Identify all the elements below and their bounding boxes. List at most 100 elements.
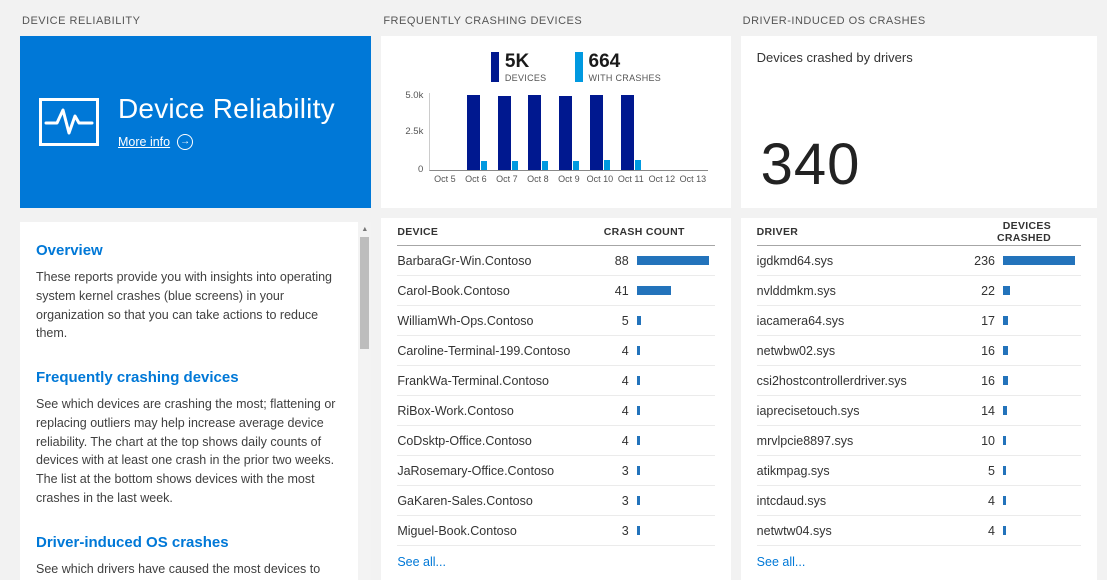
row-label: RiBox-Work.Contoso <box>397 403 514 418</box>
column-driver-induced-os-crashes: DRIVER-INDUCED OS CRASHES Devices crashe… <box>740 0 1097 580</box>
row-bar-track <box>636 376 715 385</box>
row-value: 4 <box>621 433 629 448</box>
row-value: 14 <box>981 403 995 418</box>
with-crashes-legend-swatch <box>574 52 583 82</box>
legend-text: 664 WITH CRASHES <box>589 52 662 83</box>
x-axis-label: Oct 5 <box>434 174 456 184</box>
table-row[interactable]: WilliamWh-Ops.Contoso 5 <box>397 306 715 336</box>
column-device-reliability: DEVICE RELIABILITY Device Reliability Mo… <box>20 0 372 580</box>
table-row[interactable]: iacamera64.sys 17 <box>756 306 1081 336</box>
chart-plot <box>429 93 709 171</box>
chart-bar-group <box>492 93 523 170</box>
scrollbar-thumb[interactable] <box>360 237 370 349</box>
table-row[interactable]: JaRosemary-Office.Contoso 3 <box>397 456 715 486</box>
row-value-bar <box>636 436 640 445</box>
row-label: Carol-Book.Contoso <box>397 283 510 298</box>
y-tick: 0 <box>418 164 424 175</box>
table-row[interactable]: mrvlpcie8897.sys 10 <box>756 426 1081 456</box>
devices-bar <box>590 95 604 170</box>
device-reliability-tile[interactable]: Device Reliability More info → <box>20 36 372 208</box>
tile-title: Device Reliability <box>118 93 335 125</box>
column-header-driver-induced-os-crashes: DRIVER-INDUCED OS CRASHES <box>742 15 926 27</box>
column-header-crash-count: CRASH COUNT <box>603 225 685 238</box>
scrollbar[interactable]: ▲ <box>358 222 372 580</box>
row-value: 16 <box>981 343 995 358</box>
row-bar-track <box>1003 496 1081 505</box>
more-info-link[interactable]: More info <box>118 134 171 149</box>
see-all-devices-link[interactable]: See all... <box>397 555 446 569</box>
y-tick: 2.5k <box>405 126 424 137</box>
table-row[interactable]: GaKaren-Sales.Contoso 3 <box>397 486 715 516</box>
devices-with-crashes-bar <box>511 161 518 170</box>
row-bar-track <box>1003 256 1081 265</box>
table-row[interactable]: Caroline-Terminal-199.Contoso 4 <box>397 336 715 366</box>
row-value: 4 <box>621 343 629 358</box>
table-row[interactable]: netwbw02.sys 16 <box>756 336 1081 366</box>
table-row[interactable]: iaprecisetouch.sys 14 <box>756 396 1081 426</box>
table-row[interactable]: FrankWa-Terminal.Contoso 4 <box>397 366 715 396</box>
row-value-bar <box>636 376 640 385</box>
table-row[interactable]: CoDsktp-Office.Contoso 4 <box>397 426 715 456</box>
row-value: 17 <box>981 313 995 328</box>
x-axis-label: Oct 9 <box>558 174 580 184</box>
table-row[interactable]: BarbaraGr-Win.Contoso 88 <box>397 246 715 276</box>
row-value: 4 <box>621 403 629 418</box>
table-row[interactable]: intcdaud.sys 4 <box>756 486 1081 516</box>
table-row[interactable]: igdkmd64.sys 236 <box>756 246 1081 276</box>
tile-text: Device Reliability More info → <box>118 93 335 150</box>
column-header-driver: DRIVER <box>756 225 799 238</box>
column-header-device: DEVICE <box>397 225 439 238</box>
row-value: 4 <box>988 523 995 538</box>
chart-bar-group <box>461 93 492 170</box>
devices-with-crashes-bar <box>480 161 487 170</box>
chart-bar-group <box>677 93 708 170</box>
devices-bar <box>497 96 511 170</box>
arrow-right-circle-icon[interactable]: → <box>177 133 194 150</box>
legend-label: WITH CRASHES <box>588 73 662 83</box>
row-value-bar <box>1003 406 1007 415</box>
table-row[interactable]: csi2hostcontrollerdriver.sys 16 <box>756 366 1081 396</box>
section-body: See which devices are crashing the most;… <box>36 397 336 505</box>
row-value-bar <box>636 406 640 415</box>
row-value: 5 <box>621 313 629 328</box>
section-heading: Frequently crashing devices <box>36 369 239 386</box>
scroll-up-icon[interactable]: ▲ <box>361 225 369 233</box>
row-label: FrankWa-Terminal.Contoso <box>397 373 549 388</box>
row-bar-track <box>636 286 715 295</box>
devices-bar <box>466 95 480 170</box>
row-value-bar <box>1003 526 1006 535</box>
legend-item-with-crashes: 664 WITH CRASHES <box>574 52 662 83</box>
row-label: BarbaraGr-Win.Contoso <box>397 253 532 268</box>
table-row[interactable]: RiBox-Work.Contoso 4 <box>397 396 715 426</box>
chart-legend: 5K DEVICES 664 WITH CRASHES <box>433 52 718 83</box>
chart-bar-group <box>616 93 647 170</box>
see-all-drivers-link[interactable]: See all... <box>756 555 806 569</box>
row-bar-track <box>1003 316 1081 325</box>
row-label: intcdaud.sys <box>756 493 827 508</box>
row-label: nvlddmkm.sys <box>756 283 836 298</box>
table-row[interactable]: nvlddmkm.sys 22 <box>756 276 1081 306</box>
row-bar-track <box>636 316 715 325</box>
x-axis-label: Oct 10 <box>586 174 614 184</box>
row-value: 5 <box>988 463 995 478</box>
row-bar-track <box>1003 286 1081 295</box>
row-value: 4 <box>988 493 995 508</box>
table-row[interactable]: Miguel-Book.Contoso 3 <box>397 516 715 546</box>
row-value-bar <box>636 286 671 295</box>
pulse-monitor-icon <box>38 97 100 147</box>
row-value-bar <box>636 496 640 505</box>
row-label: csi2hostcontrollerdriver.sys <box>756 373 907 388</box>
row-value-bar <box>1003 316 1008 325</box>
table-row[interactable]: netwtw04.sys 4 <box>756 516 1081 546</box>
row-bar-track <box>1003 376 1081 385</box>
row-value-bar <box>636 466 640 475</box>
x-axis-label: Oct 12 <box>648 174 676 184</box>
row-bar-track <box>636 496 715 505</box>
description-content: Overview These reports provide you with … <box>20 222 371 580</box>
table-row[interactable]: atikmpag.sys 5 <box>756 456 1081 486</box>
x-axis-label: Oct 8 <box>527 174 549 184</box>
row-value: 16 <box>981 373 995 388</box>
y-tick: 5.0k <box>405 90 424 101</box>
table-row[interactable]: Carol-Book.Contoso 41 <box>397 276 715 306</box>
row-value-bar <box>1003 346 1008 355</box>
